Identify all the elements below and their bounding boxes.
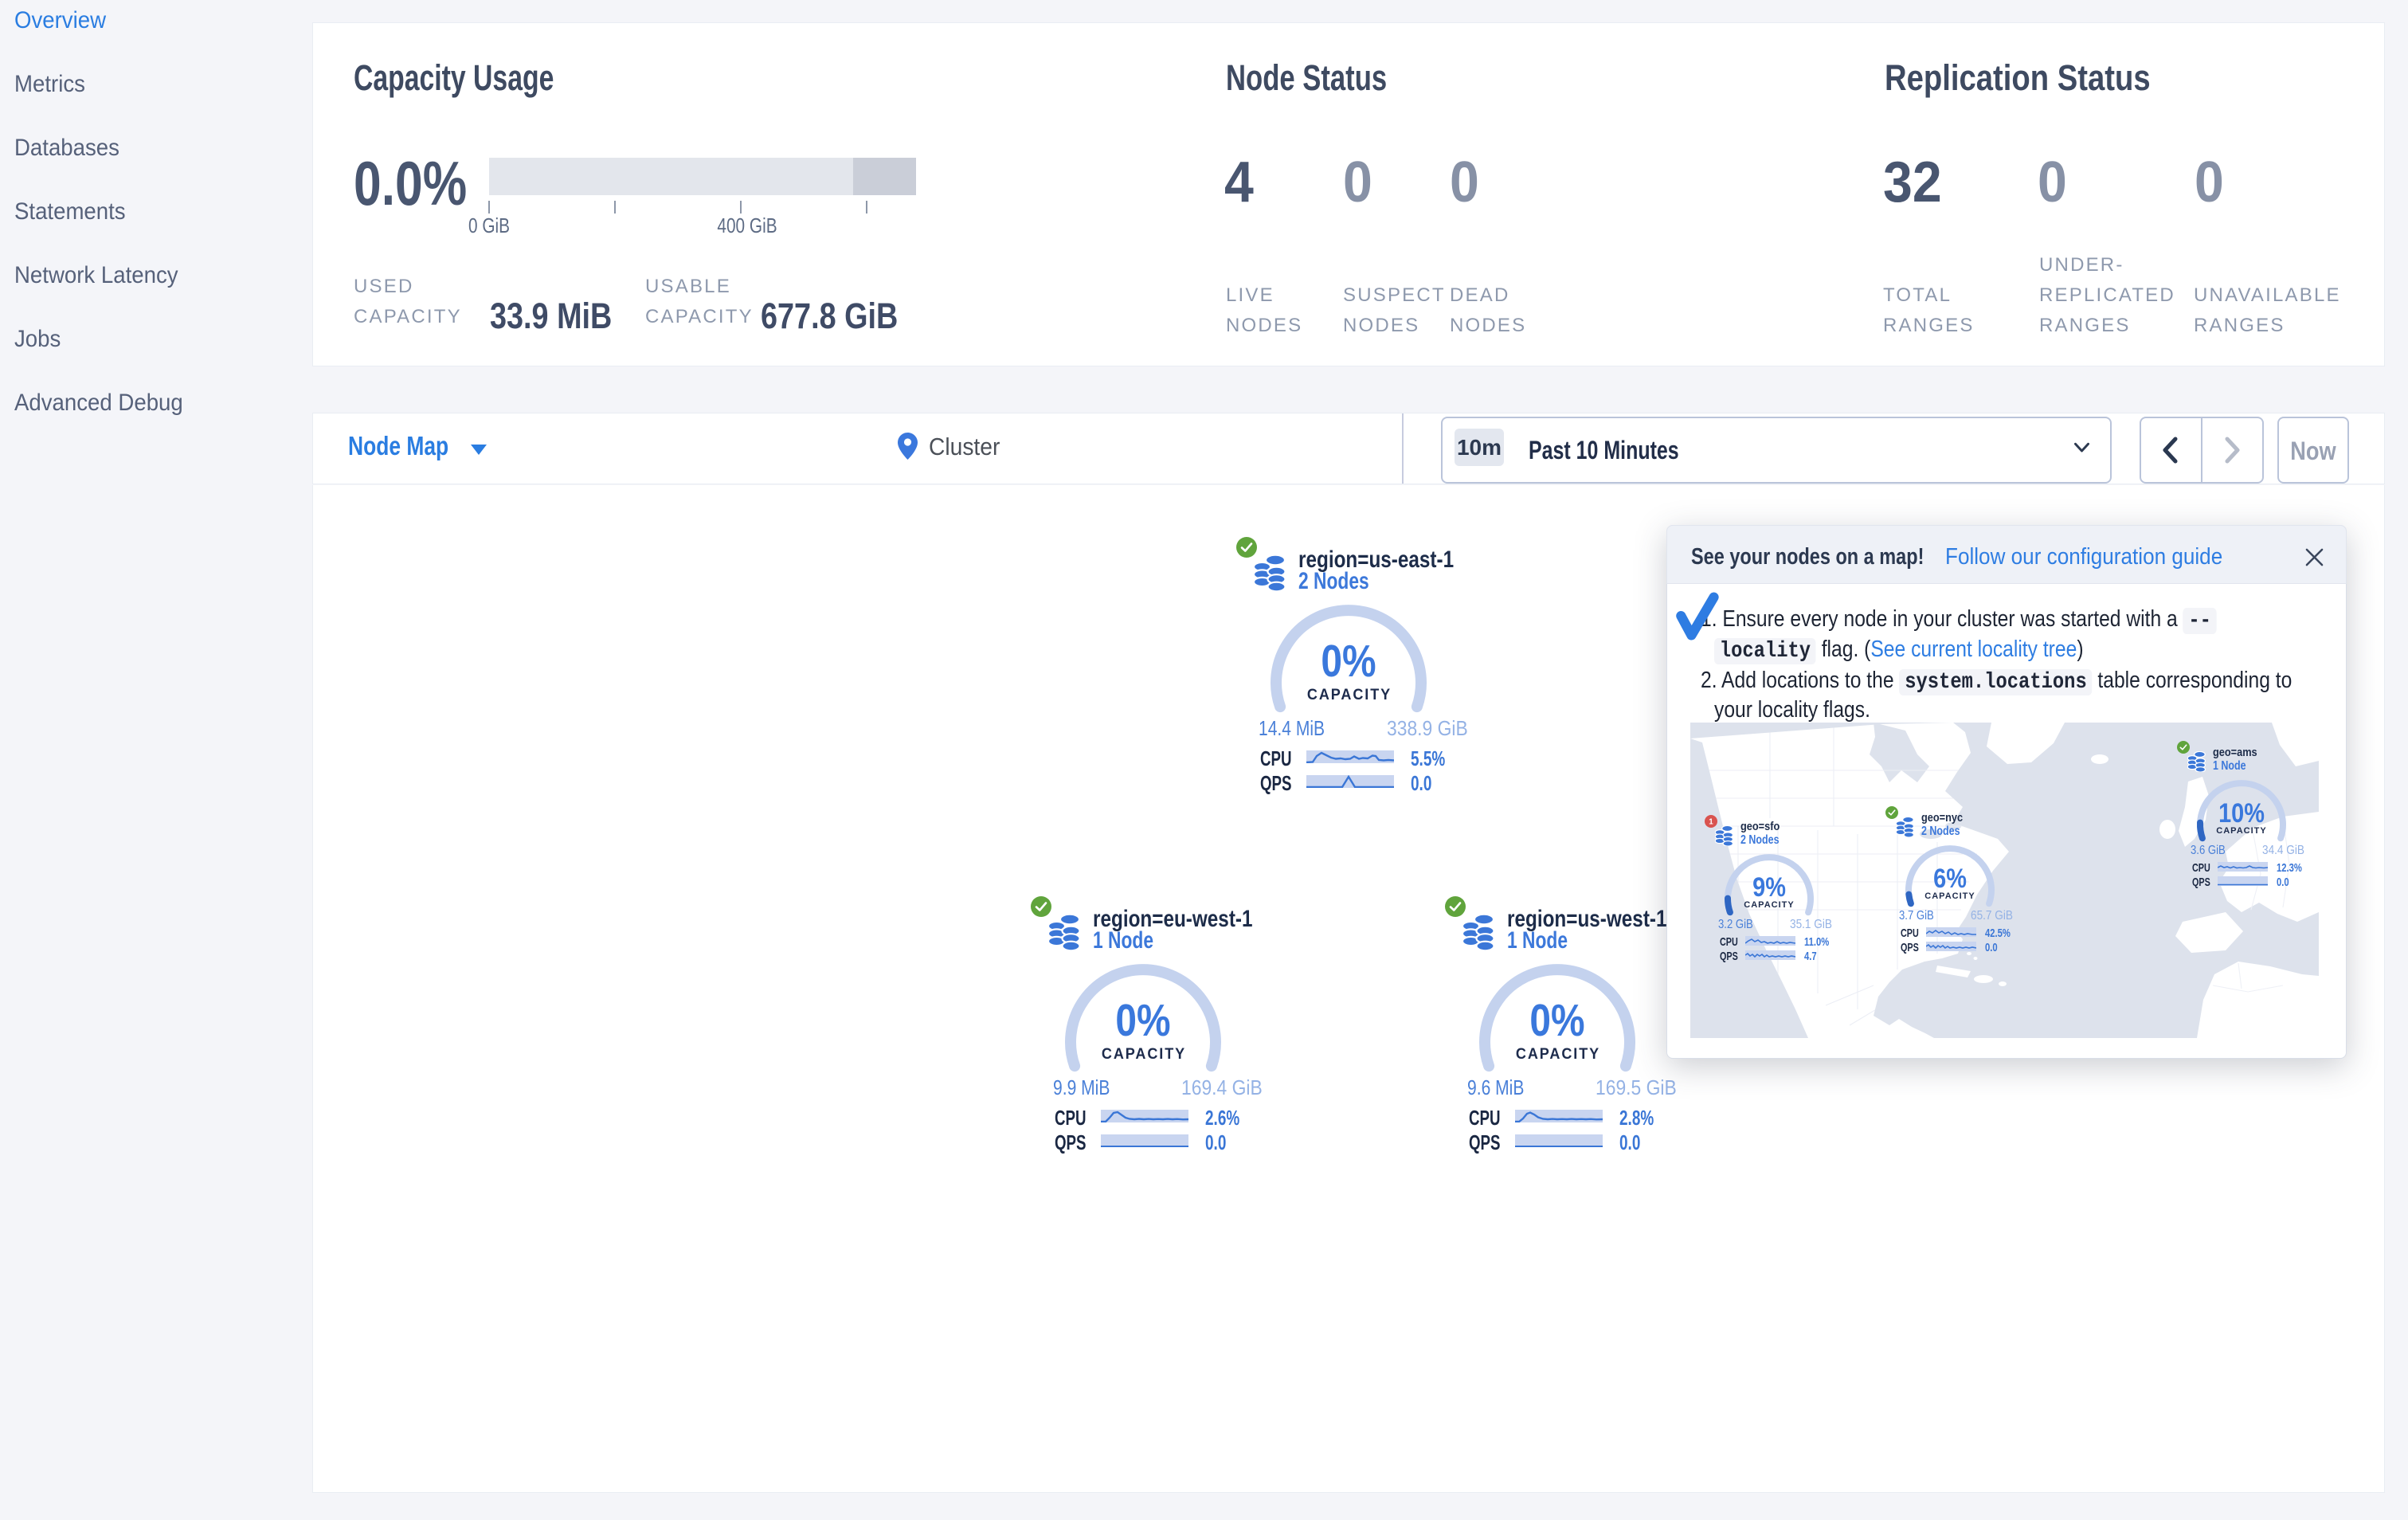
svg-text:1: 1	[1709, 818, 1713, 827]
